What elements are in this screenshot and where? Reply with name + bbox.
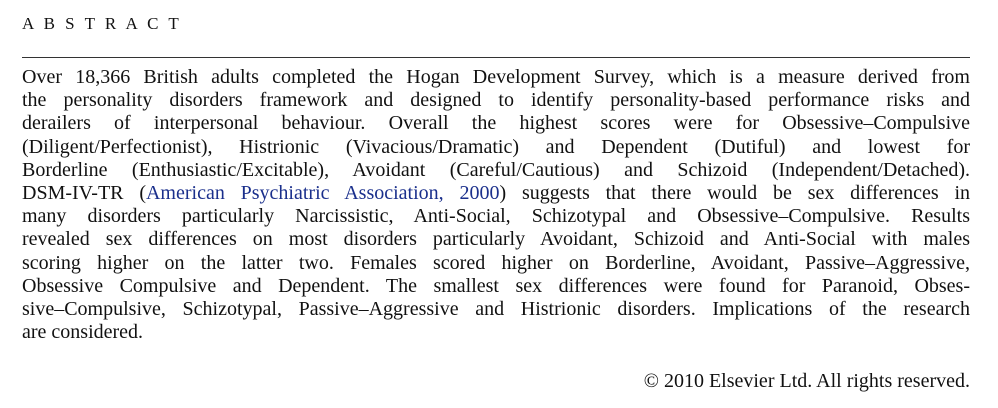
text-line: many disorders particularly Narcissistic… — [22, 205, 970, 228]
rule — [22, 57, 970, 58]
text-line: (Diligent/Perfectionist), Histrionic (Vi… — [22, 135, 970, 158]
text-line: scoring higher on the latter two. Female… — [22, 251, 970, 274]
text-line: revealed sex differences on most disorde… — [22, 228, 970, 251]
text-line: the personality disorders framework and … — [22, 89, 970, 112]
text: ) suggests that there would be sex diffe… — [499, 181, 971, 204]
citation-link[interactable]: American Psychiatric Association, 2000 — [145, 181, 500, 204]
text-line: Over 18,366 British adults completed the… — [22, 66, 970, 88]
text-line: sive–Compulsive, Schizotypal, Passive–Ag… — [22, 297, 970, 320]
copyright: © 2010 Elsevier Ltd. All rights reserved… — [643, 370, 970, 392]
text-line: are considered. — [22, 321, 144, 344]
text-line: derailers of interpersonal behaviour. Ov… — [22, 112, 970, 135]
text-line: Borderline (Enthusiastic/Excitable), Avo… — [22, 158, 970, 181]
section-title: A B S T R A C T — [22, 14, 182, 33]
text: DSM-IV-TR ( — [22, 181, 146, 204]
text-line: Obsessive Compulsive and Dependent. The … — [22, 274, 970, 297]
abstract-body: Over 18,366 British adults completed the… — [22, 66, 970, 344]
text-line: DSM-IV-TR (American Psychiatric Associat… — [22, 182, 970, 205]
